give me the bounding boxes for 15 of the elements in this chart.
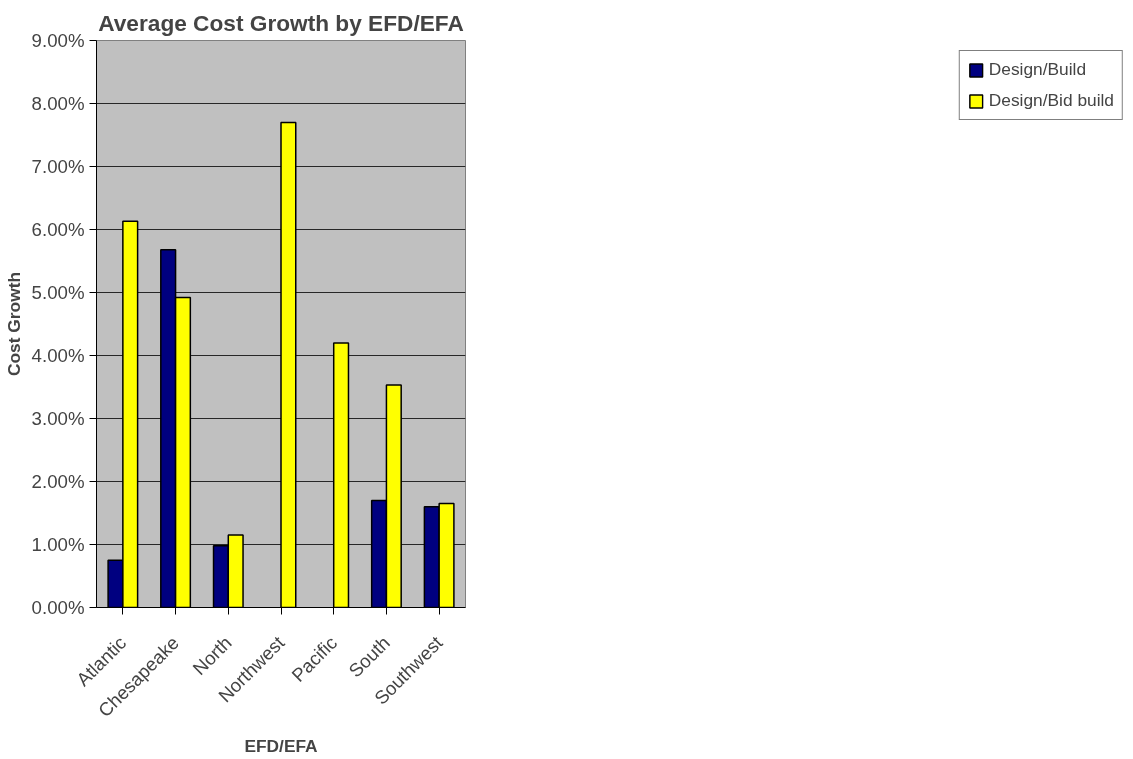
y-tick-label: 8.00% [31, 93, 85, 114]
y-tick-label: 4.00% [31, 345, 85, 366]
x-axis-title: EFD/EFA [244, 736, 319, 757]
y-tick-label: 9.00% [31, 30, 85, 51]
y-tick-label: 7.00% [31, 156, 85, 177]
chart-title: Average Cost Growth by EFD/EFA [98, 9, 464, 36]
legend-label: Design/Bid build [988, 90, 1114, 111]
y-tick-label: 5.00% [31, 282, 85, 303]
y-tick-label: 0.00% [31, 597, 85, 618]
y-tick-label: 6.00% [31, 219, 85, 240]
y-axis-title: Cost Growth [3, 272, 24, 376]
y-tick-label: 1.00% [31, 534, 85, 555]
y-tick-label: 2.00% [31, 471, 85, 492]
legend-label: Design/Build [988, 59, 1087, 80]
y-tick-label: 3.00% [31, 408, 85, 429]
